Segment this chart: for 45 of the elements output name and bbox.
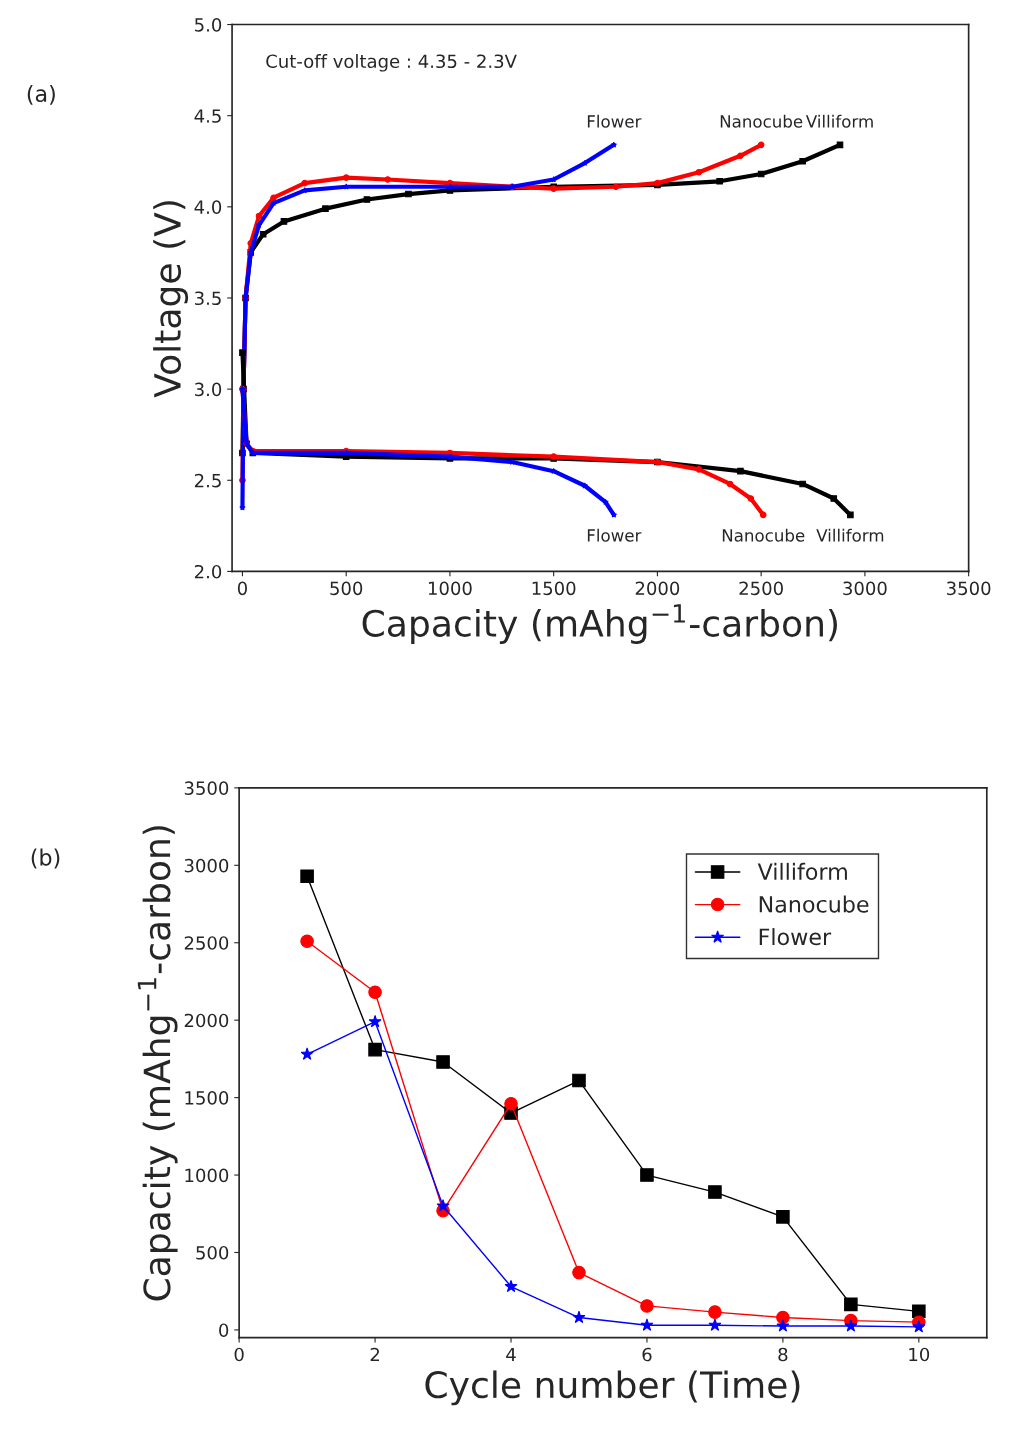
x-axis-title: Cycle number (Time) [425, 1370, 800, 1406]
text: (b) [31, 848, 60, 869]
x-tick-label: 4 [506, 1347, 516, 1362]
x-tick-label: 1500 [532, 581, 576, 596]
x-tick-label: 0 [237, 581, 247, 596]
annotation: Flower [587, 528, 642, 542]
x-tick-label: 0 [234, 1347, 244, 1362]
x-tick-label: 1000 [428, 581, 472, 596]
x-tick-label: 2 [370, 1347, 380, 1362]
x-tick-label: 8 [778, 1347, 788, 1362]
annotation: Nanocube [720, 114, 803, 128]
text: (a) [27, 84, 55, 105]
y-tick-label: 2000 [184, 1013, 229, 1028]
y-tick-label: 1000 [185, 1168, 229, 1183]
x-tick-label: 2500 [739, 581, 783, 596]
y-tick-label: 4.5 [194, 109, 221, 123]
annotation: Villiform [805, 114, 873, 128]
annotation: Nanocube [722, 528, 805, 542]
y-tick-label: 0 [219, 1323, 229, 1338]
x-tick-label: 10 [909, 1347, 930, 1362]
x-tick-label: 500 [330, 581, 363, 596]
annotation: Flower [587, 114, 642, 128]
y-axis-title: Voltage (V) [153, 201, 189, 398]
x-tick-label: 2000 [635, 581, 680, 596]
y-tick-label: 1500 [185, 1091, 229, 1105]
x-tick-label: 3500 [947, 581, 991, 596]
legend-label: Villiform [757, 862, 847, 881]
x-tick-label: 6 [642, 1347, 652, 1362]
y-tick-label: 4.0 [194, 200, 222, 214]
y-tick-label: 3500 [184, 781, 229, 795]
y-tick-label: 3.0 [195, 382, 222, 397]
y-tick-label: 3.5 [195, 291, 221, 306]
annotation: Cut-off voltage : 4.35 - 2.3V [266, 54, 517, 72]
y-axis-title: Capacity (mAhg$^{−1}$-carbon) [137, 826, 178, 1301]
x-axis-title: Capacity (mAhg$^{−1}$-carbon) [362, 604, 837, 644]
legend-label: Flower [759, 928, 832, 946]
y-tick-label: 3000 [184, 858, 229, 873]
legend-label: Nanocube [759, 895, 869, 913]
y-tick-label: 2500 [184, 936, 229, 950]
x-tick-label: 3000 [843, 581, 887, 596]
y-tick-label: 2.5 [194, 473, 221, 488]
y-tick-label: 5.0 [195, 17, 222, 32]
y-tick-label: 500 [196, 1245, 229, 1260]
annotation: Villiform [816, 528, 884, 542]
y-tick-label: 2.0 [194, 564, 222, 579]
